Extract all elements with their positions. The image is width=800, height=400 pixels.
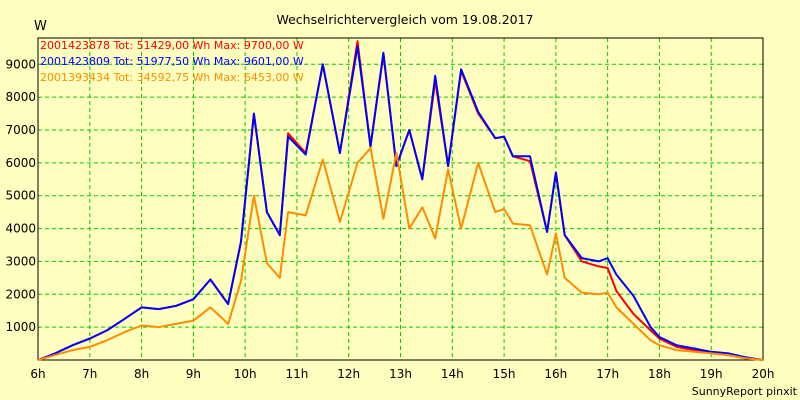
y-tick-label: 3000 <box>5 254 36 268</box>
y-tick-label: 6000 <box>5 156 36 170</box>
x-tick-label: 10h <box>234 367 257 381</box>
x-tick-labels: 6h 7h 8h 9h 10h 11h 12h 13h 14h 15h 16h 17h 18h 19h 20… <box>30 367 774 381</box>
x-tick-label: 8h <box>134 367 149 381</box>
y-axis-unit: W <box>34 19 47 34</box>
y-tick-label: 4000 <box>5 222 36 236</box>
x-tick-label: 7h <box>82 367 97 381</box>
x-tick-label: 11h <box>285 367 308 381</box>
grid-lines <box>38 38 763 360</box>
x-tick-label: 12h <box>337 367 360 381</box>
x-tick-label: 16h <box>544 367 567 381</box>
x-tick-label: 14h <box>441 367 464 381</box>
x-tick-label: 13h <box>389 367 412 381</box>
legend-entry-2: 2001423809 Tot: 51977,50 Wh Max: 9601,00… <box>40 55 304 68</box>
series-line-2 <box>37 45 764 361</box>
legend: 2001423878 Tot: 51429,00 Wh Max: 9700,00… <box>40 39 304 84</box>
x-tick-label: 6h <box>30 367 45 381</box>
y-tick-label: 2000 <box>5 287 36 301</box>
y-tick-label: 1000 <box>5 320 36 334</box>
series-line-3 <box>37 147 764 361</box>
legend-entry-3: 2001393434 Tot: 34592,75 Wh Max: 6453,00… <box>40 71 304 84</box>
series-lines <box>37 40 764 361</box>
x-tick-label: 9h <box>186 367 201 381</box>
footer-credit: SunnyReport pinxit <box>692 385 798 398</box>
x-tick-label: 20h <box>752 367 775 381</box>
y-tick-label: 7000 <box>5 123 36 137</box>
plot-frame <box>37 37 764 361</box>
x-tick-label: 15h <box>493 367 516 381</box>
x-tick-label: 18h <box>648 367 671 381</box>
y-tick-label: 5000 <box>5 189 36 203</box>
y-tick-label: 8000 <box>5 90 36 104</box>
chart-title: Wechselrichtervergleich vom 19.08.2017 <box>276 12 533 27</box>
y-tick-label: 9000 <box>5 57 36 71</box>
legend-entry-1: 2001423878 Tot: 51429,00 Wh Max: 9700,00… <box>40 39 304 52</box>
x-tick-label: 17h <box>596 367 619 381</box>
y-tick-labels: 1000 2000 3000 4000 5000 6000 7000 8000 9000 <box>5 57 36 334</box>
x-tick-label: 19h <box>700 367 723 381</box>
